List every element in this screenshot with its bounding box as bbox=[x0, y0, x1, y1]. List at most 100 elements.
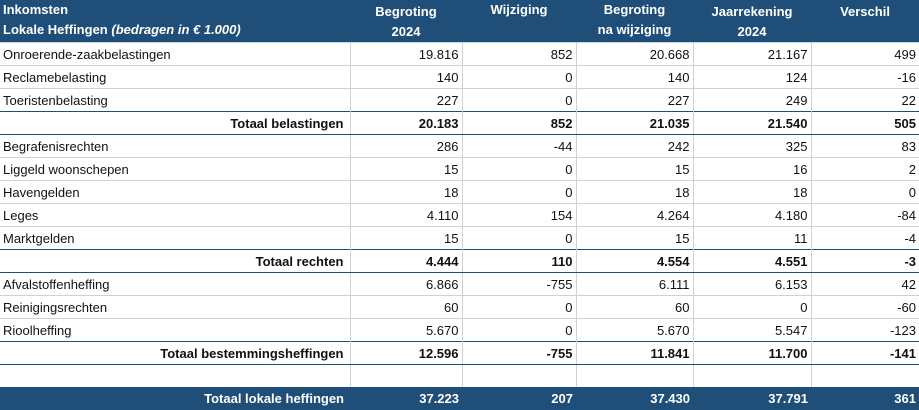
cell-value: 140 bbox=[349, 65, 462, 89]
cell-value: 0 bbox=[461, 318, 576, 342]
spacer-cell bbox=[692, 364, 811, 387]
cell-value: 0 bbox=[461, 88, 576, 112]
cell-value: 60 bbox=[575, 295, 693, 319]
table-header: Inkomsten Lokale Heffingen (bedragen in … bbox=[0, 0, 919, 43]
spacer-cell bbox=[349, 364, 462, 387]
title-line-1: Inkomsten bbox=[3, 2, 69, 17]
subtotal-label: Totaal rechten bbox=[0, 249, 350, 273]
row-label: Liggeld woonschepen bbox=[0, 157, 350, 181]
cell-value: 15 bbox=[575, 226, 693, 250]
subtotal-value: -755 bbox=[461, 341, 576, 365]
row-label: Toeristenbelasting bbox=[0, 88, 350, 112]
table-row: Afvalstoffenheffing 6.866 -755 6.111 6.153 42 bbox=[0, 272, 919, 296]
row-label: Afvalstoffenheffing bbox=[0, 272, 350, 296]
cell-value: 0 bbox=[461, 157, 576, 181]
table-row: Liggeld woonschepen 15 0 15 16 2 bbox=[0, 157, 919, 181]
cell-value: 19.816 bbox=[349, 42, 462, 66]
cell-value: 154 bbox=[461, 203, 576, 227]
col-header-line: Begroting bbox=[603, 2, 666, 17]
table-row: Leges 4.110 154 4.264 4.180 -84 bbox=[0, 203, 919, 227]
spacer-cell bbox=[575, 364, 693, 387]
cell-value: 21.167 bbox=[692, 42, 811, 66]
table-row: Rioolheffing 5.670 0 5.670 5.547 -123 bbox=[0, 318, 919, 342]
cell-value: 15 bbox=[349, 226, 462, 250]
row-label: Rioolheffing bbox=[0, 318, 350, 342]
row-label: Marktgelden bbox=[0, 226, 350, 250]
subtotal-value: 11.700 bbox=[692, 341, 811, 365]
col-header-line: Jaarrekening bbox=[711, 4, 793, 19]
row-label: Onroerende-zaakbelastingen bbox=[0, 42, 350, 66]
subtotal-value: 852 bbox=[461, 111, 576, 135]
row-label: Begrafenisrechten bbox=[0, 134, 350, 158]
grand-total-value: 37.430 bbox=[576, 387, 693, 410]
cell-value: 0 bbox=[692, 295, 811, 319]
subtotal-value: 4.444 bbox=[349, 249, 462, 273]
col-header-verschil: Verschil bbox=[811, 0, 919, 43]
cell-value: 15 bbox=[575, 157, 693, 181]
cell-value: -755 bbox=[461, 272, 576, 296]
cell-value: 286 bbox=[349, 134, 462, 158]
spacer-row bbox=[0, 364, 919, 387]
subtotal-row: Totaal bestemmingsheffingen 12.596 -755 11.… bbox=[0, 341, 919, 365]
table-row: Reinigingsrechten 60 0 60 0 -60 bbox=[0, 295, 919, 319]
cell-value: 325 bbox=[692, 134, 811, 158]
grand-total-value: 37.791 bbox=[693, 387, 811, 410]
table-row: Begrafenisrechten 286 -44 242 325 83 bbox=[0, 134, 919, 158]
col-header-begroting-na-wijziging: Begroting na wijziging bbox=[576, 0, 693, 43]
subtotal-value: 505 bbox=[810, 111, 919, 135]
cell-value: -4 bbox=[810, 226, 919, 250]
cell-value: 16 bbox=[692, 157, 811, 181]
cell-value: 4.110 bbox=[349, 203, 462, 227]
cell-value: 227 bbox=[575, 88, 693, 112]
cell-value: 18 bbox=[692, 180, 811, 204]
grand-total-value: 37.223 bbox=[350, 387, 462, 410]
cell-value: 242 bbox=[575, 134, 693, 158]
subtotal-value: 20.183 bbox=[349, 111, 462, 135]
cell-value: -123 bbox=[810, 318, 919, 342]
grand-total-value: 361 bbox=[811, 387, 919, 410]
cell-value: -60 bbox=[810, 295, 919, 319]
cell-value: 140 bbox=[575, 65, 693, 89]
cell-value: 0 bbox=[461, 226, 576, 250]
col-header-line: 2024 bbox=[737, 24, 767, 39]
cell-value: 20.668 bbox=[575, 42, 693, 66]
subtotal-label: Totaal belastingen bbox=[0, 111, 350, 135]
cell-value: 83 bbox=[810, 134, 919, 158]
cell-value: 0 bbox=[461, 295, 576, 319]
table-row: Havengelden 18 0 18 18 0 bbox=[0, 180, 919, 204]
subtotal-value: 21.035 bbox=[575, 111, 693, 135]
row-label: Reclamebelasting bbox=[0, 65, 350, 89]
col-header-line: na wijziging bbox=[597, 22, 672, 37]
cell-value: 5.670 bbox=[575, 318, 693, 342]
title-line-2: Lokale Heffingen (bedragen in € 1.000) bbox=[3, 20, 346, 40]
col-header-jaarrekening-2024: Jaarrekening 2024 bbox=[693, 0, 811, 43]
col-header-wijziging: Wijziging bbox=[462, 0, 576, 43]
grand-total-row: Totaal lokale heffingen 37.223 207 37.43… bbox=[0, 387, 919, 410]
cell-value: 5.670 bbox=[349, 318, 462, 342]
row-label: Havengelden bbox=[0, 180, 350, 204]
cell-value: 6.866 bbox=[349, 272, 462, 296]
col-header-line: Begroting bbox=[375, 4, 437, 19]
subtotal-value: 110 bbox=[461, 249, 576, 273]
cell-value: 499 bbox=[810, 42, 919, 66]
subtotal-label: Totaal bestemmingsheffingen bbox=[0, 341, 350, 365]
table-row: Reclamebelasting 140 0 140 124 -16 bbox=[0, 65, 919, 89]
subtotal-value: 11.841 bbox=[575, 341, 693, 365]
col-header-begroting-2024: Begroting 2024 bbox=[350, 0, 462, 43]
subtotal-value: -141 bbox=[810, 341, 919, 365]
cell-value: 124 bbox=[692, 65, 811, 89]
cell-value: -44 bbox=[461, 134, 576, 158]
cell-value: 18 bbox=[575, 180, 693, 204]
cell-value: 2 bbox=[810, 157, 919, 181]
subtotal-value: 21.540 bbox=[692, 111, 811, 135]
subtotal-row: Totaal belastingen 20.183 852 21.035 21.540 5… bbox=[0, 111, 919, 135]
cell-value: 18 bbox=[349, 180, 462, 204]
table-row: Marktgelden 15 0 15 11 -4 bbox=[0, 226, 919, 250]
grand-total-value: 207 bbox=[462, 387, 576, 410]
subtotal-value: -3 bbox=[810, 249, 919, 273]
table-body: Onroerende-zaakbelastingen 19.816 852 20.66… bbox=[0, 42, 919, 365]
table-title: Inkomsten Lokale Heffingen (bedragen in … bbox=[0, 0, 350, 43]
cell-value: 42 bbox=[810, 272, 919, 296]
subtotal-value: 4.551 bbox=[692, 249, 811, 273]
